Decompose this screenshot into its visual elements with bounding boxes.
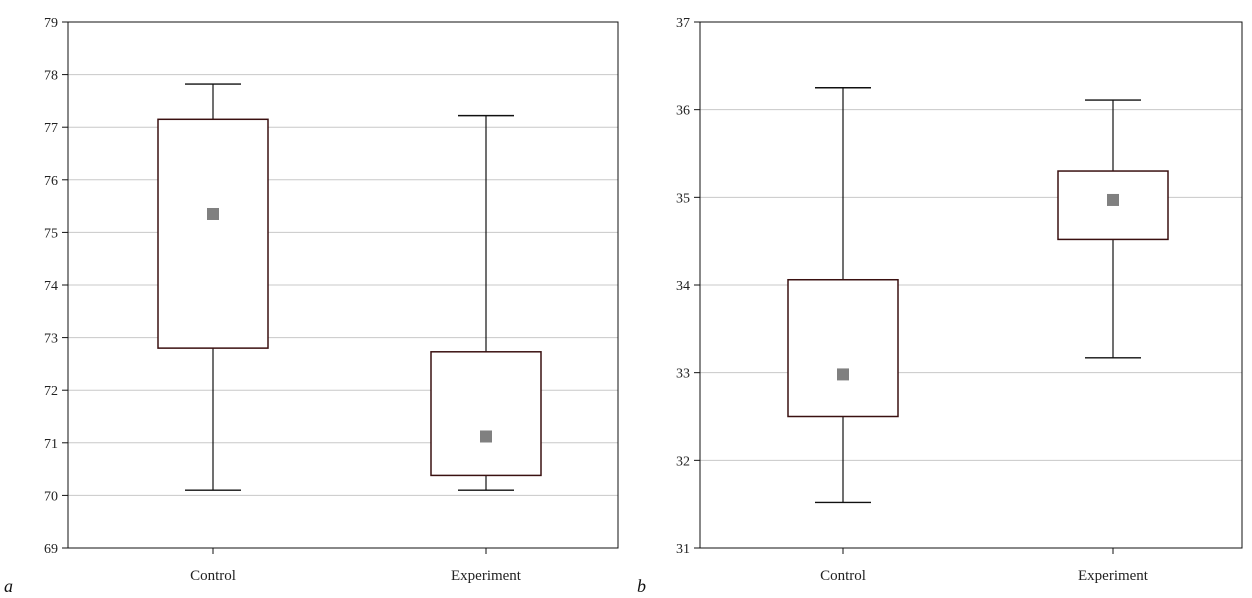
y-tick-label: 72 [44,384,58,399]
center-marker [480,430,492,443]
center-marker [1107,193,1119,206]
y-tick-label: 74 [44,279,58,294]
y-tick-label: 78 [44,69,58,84]
x-tick-label: Control [820,568,866,584]
box-experiment [1057,99,1169,359]
box-control [157,83,269,491]
y-tick-label: 36 [676,104,690,119]
y-tick-label: 33 [676,367,690,382]
y-tick-label: 76 [44,174,58,189]
center-marker [207,207,219,220]
y-tick-label: 73 [44,332,58,347]
chart-panel-a: 69 70 71 72 73 74 75 76 77 78 79 Control Experiment a [4,16,619,596]
y-tick-label: 32 [676,454,690,469]
chart-panel-b: 31 32 33 34 35 36 37 Control Experiment b [637,16,1243,596]
x-tick-label: Experiment [451,568,522,584]
box-rect [787,278,899,418]
y-tick-label: 75 [44,226,58,241]
panel-label: b [637,576,646,596]
y-tick-label: 69 [44,542,58,557]
y-tick-label: 79 [44,16,58,31]
y-tick-label: 35 [676,191,690,206]
y-tick-label: 31 [676,542,690,557]
box-rect [430,351,542,477]
y-tick-label: 77 [44,121,58,136]
y-tick-label: 34 [676,279,690,294]
x-tick-label: Control [190,568,236,584]
y-tick-label: 70 [44,489,58,504]
box-experiment [430,114,542,491]
panel-label: a [4,576,13,596]
center-marker [837,368,849,381]
y-tick-label: 37 [676,16,690,31]
y-tick-label: 71 [44,437,58,452]
x-tick-label: Experiment [1078,568,1149,584]
box-control [787,87,899,504]
box-rect [157,118,269,349]
